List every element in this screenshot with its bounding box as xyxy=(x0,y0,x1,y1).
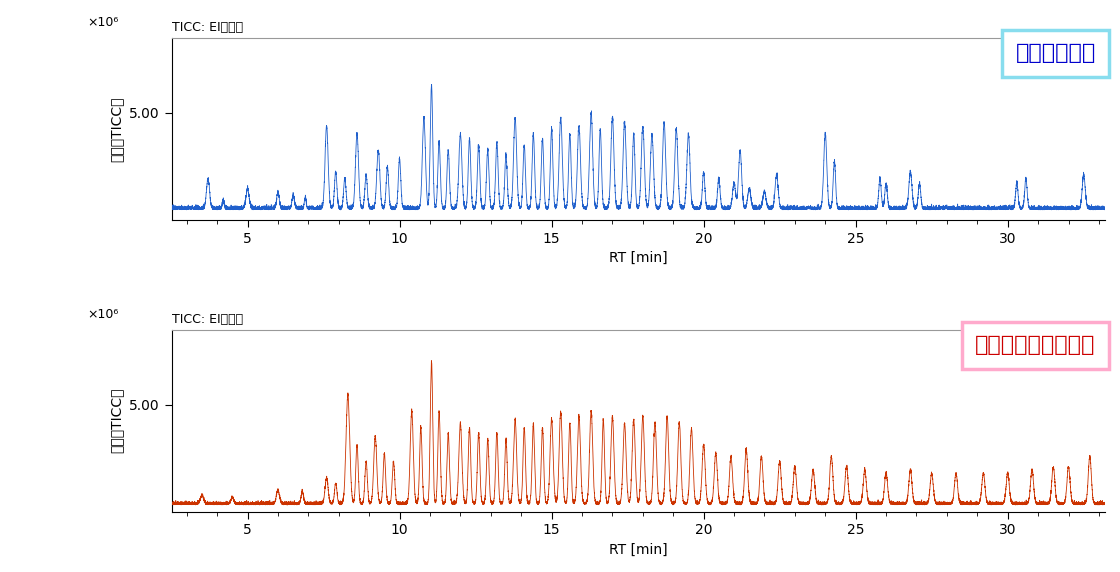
Y-axis label: 強度（TICC）: 強度（TICC） xyxy=(110,96,123,162)
Text: ×10⁶: ×10⁶ xyxy=(87,16,119,29)
Text: お弁当用抗菌シート: お弁当用抗菌シート xyxy=(976,335,1095,355)
Text: TICC: EIデータ: TICC: EIデータ xyxy=(171,21,243,34)
X-axis label: RT [min]: RT [min] xyxy=(609,543,668,557)
X-axis label: RT [min]: RT [min] xyxy=(609,251,668,265)
Text: ×10⁶: ×10⁶ xyxy=(87,308,119,321)
Y-axis label: 強度（TICC）: 強度（TICC） xyxy=(110,388,123,454)
Text: 不織布マスク: 不織布マスク xyxy=(1016,43,1095,63)
Text: TICC: EIデータ: TICC: EIデータ xyxy=(171,313,243,326)
